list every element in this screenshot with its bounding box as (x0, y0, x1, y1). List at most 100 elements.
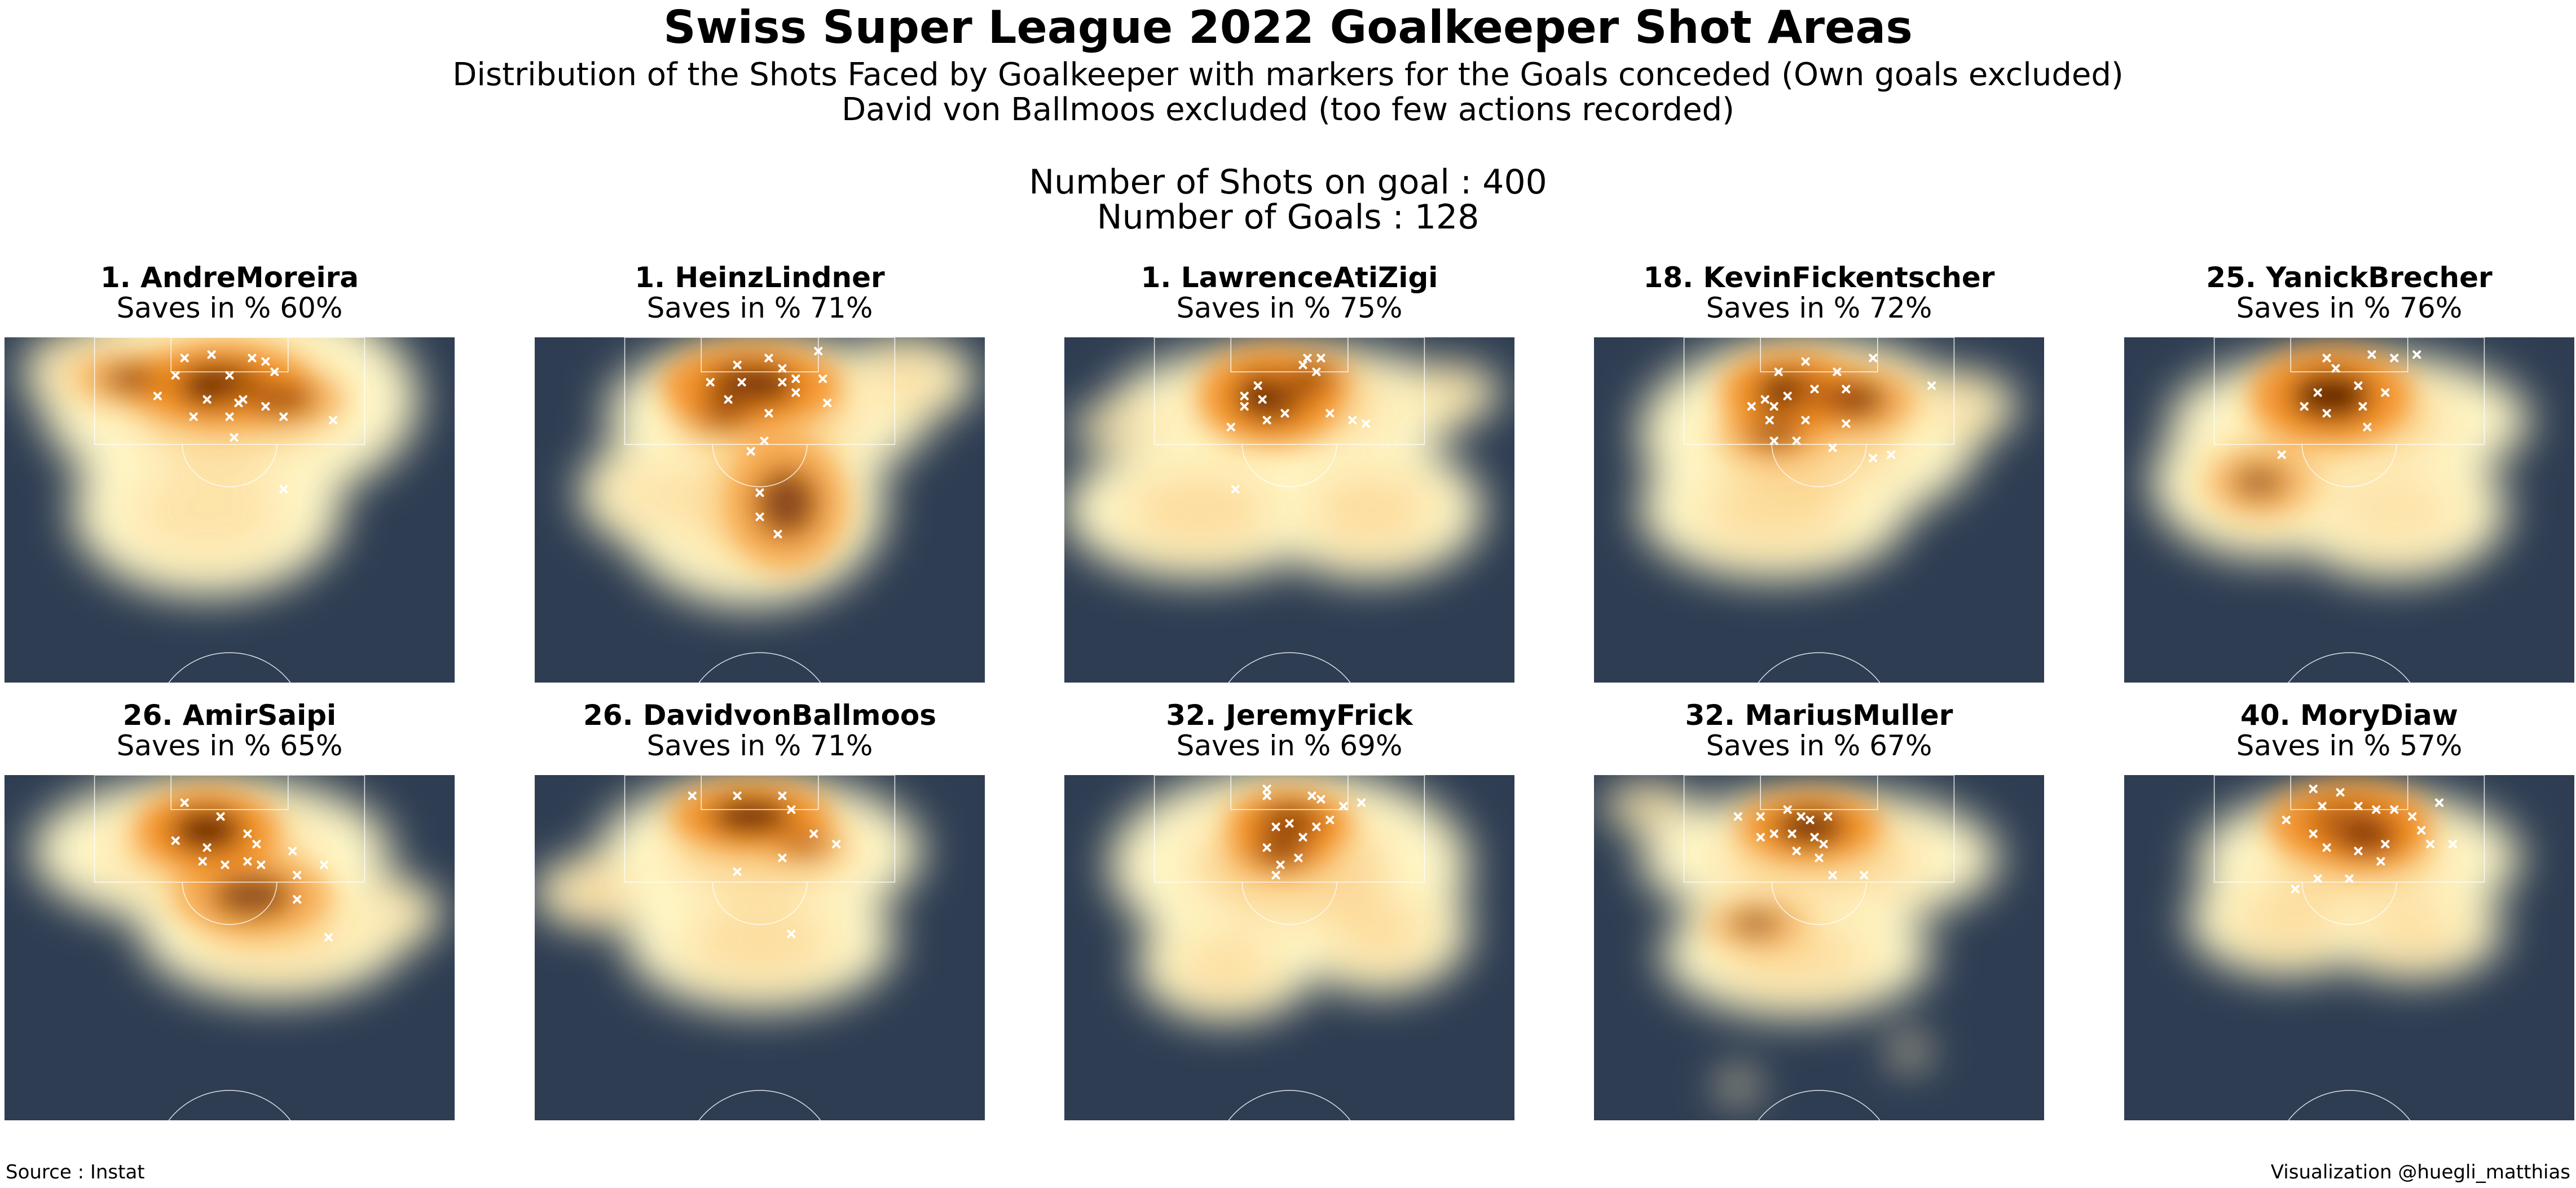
goal-marker (1887, 450, 1896, 459)
goal-marker (688, 791, 697, 800)
goal-marker (1226, 423, 1235, 432)
goals-count: Number of Goals : 128 (1097, 197, 1479, 237)
goalkeeper-name: 32. JeremyFrick (1166, 699, 1413, 732)
goal-marker (1927, 381, 1936, 390)
density-hotspot (1747, 420, 1802, 448)
density-area (1899, 1044, 1919, 1059)
goal-marker (832, 839, 841, 848)
density-area (133, 462, 281, 558)
pitch-density-plot (2124, 775, 2574, 1120)
penalty-arc (1771, 882, 1867, 925)
goal-marker (2345, 874, 2354, 883)
goal-marker (2426, 839, 2435, 848)
density-layer (1064, 344, 1501, 579)
goal-marker (2449, 839, 2458, 848)
density-hotspot (103, 364, 158, 393)
penalty-arc (182, 882, 278, 925)
goal-marker (2417, 826, 2426, 835)
penalty-box (624, 775, 896, 883)
goal-marker (1747, 402, 1756, 411)
density-layer (2187, 782, 2521, 979)
goal-marker (2331, 364, 2340, 373)
goal-marker (252, 839, 261, 848)
goal-marker (2390, 354, 2399, 363)
goal-marker (764, 354, 773, 363)
goal-markers (2277, 350, 2421, 459)
six-yard-box (701, 337, 819, 372)
centre-circle (1228, 652, 1351, 683)
goal-marker (2363, 423, 2372, 432)
goal-marker (1787, 829, 1796, 838)
six-yard-box (1760, 775, 1878, 810)
goal-marker (791, 388, 800, 397)
goal-marker (818, 374, 827, 383)
density-area (357, 894, 417, 932)
density-hotspot (1729, 909, 1784, 938)
goal-marker (2309, 829, 2318, 838)
goal-marker (2376, 857, 2385, 866)
saves-percentage: Saves in % 60% (116, 292, 343, 324)
goal-marker (809, 829, 818, 838)
goalkeeper-name: 40. MoryDiaw (2240, 699, 2458, 732)
goal-marker (1298, 360, 1307, 369)
goal-marker (153, 391, 162, 401)
six-yard-box (2290, 337, 2408, 372)
centre-circle (2288, 652, 2411, 683)
goal-marker (2282, 816, 2291, 825)
penalty-box (1153, 775, 1425, 883)
density-area (1308, 472, 1433, 548)
goal-marker (737, 378, 746, 387)
density-area (2362, 904, 2462, 957)
goal-marker (1298, 833, 1307, 842)
chart-subtitle-1: Distribution of the Shots Faced by Goalk… (452, 56, 2124, 93)
goal-marker (764, 409, 773, 418)
penalty-arc (1771, 444, 1867, 487)
density-area (685, 903, 834, 979)
goal-marker (2322, 843, 2331, 852)
saves-percentage: Saves in % 71% (646, 729, 873, 762)
goal-marker (1307, 791, 1316, 800)
pitch-density-plot (1064, 775, 1514, 1120)
goal-marker (1348, 416, 1357, 425)
density-layer (535, 775, 922, 1010)
goal-marker (2390, 805, 2399, 814)
goal-marker (724, 395, 733, 404)
goal-marker (755, 488, 764, 497)
goalkeeper-panel: 1. LawrenceAtiZigi Saves in % 75% (1064, 261, 1514, 683)
goal-marker (270, 367, 279, 376)
goal-marker (1833, 367, 1842, 376)
density-area (1177, 934, 1276, 996)
goal-marker (760, 437, 769, 446)
goal-marker (778, 853, 787, 863)
goal-marker (180, 354, 189, 363)
pitch-density-plot (5, 775, 455, 1120)
density-hotspot (697, 399, 751, 428)
goal-marker (2372, 805, 2381, 814)
goalkeeper-panel: 32. JeremyFrick Saves in % 69% (1064, 699, 1514, 1120)
goal-marker (248, 354, 257, 363)
saves-percentage: Saves in % 72% (1706, 292, 1932, 324)
penalty-arc (2301, 882, 2397, 925)
source-note: Source : Instat (6, 1161, 145, 1183)
centre-circle (168, 1090, 291, 1120)
goal-marker (329, 416, 338, 425)
goal-marker (1339, 802, 1348, 811)
density-area (1125, 472, 1274, 548)
goal-marker (2408, 812, 2417, 821)
goal-marker (2322, 409, 2331, 418)
goal-marker (198, 857, 207, 866)
goal-marker (2277, 450, 2286, 459)
goal-marker (1765, 416, 1774, 425)
goal-marker (1258, 395, 1267, 404)
penalty-box (94, 337, 366, 445)
goal-marker (1869, 354, 1878, 363)
density-layer (22, 337, 419, 596)
goal-marker (778, 378, 787, 387)
goal-marker (1792, 847, 1801, 856)
six-yard-box (170, 337, 289, 372)
goal-marker (1801, 416, 1810, 425)
goal-marker (1271, 870, 1280, 879)
penalty-box (2213, 337, 2485, 445)
goal-marker (1262, 416, 1271, 425)
pitch-markings (2213, 775, 2485, 1120)
